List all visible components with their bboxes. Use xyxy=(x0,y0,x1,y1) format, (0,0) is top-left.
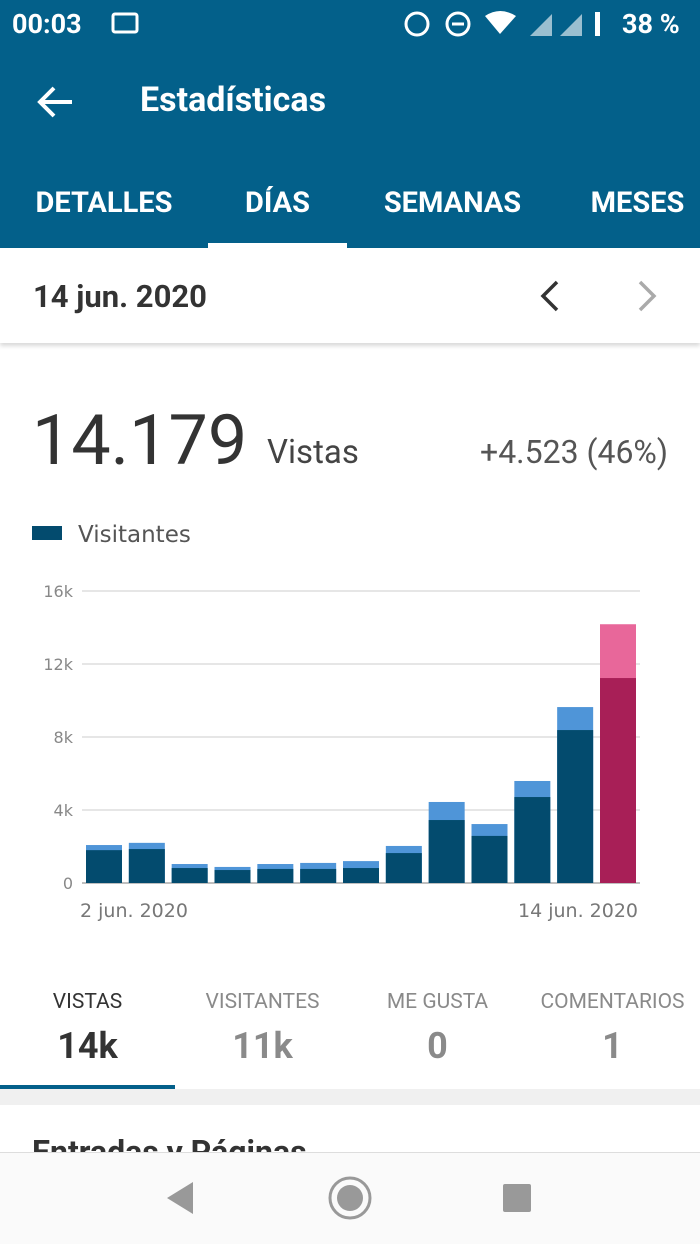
nav-back[interactable] xyxy=(167,1182,193,1214)
bar xyxy=(128,849,165,883)
tab[interactable]: DÍAS xyxy=(245,186,310,220)
change: +4.523 (46%) xyxy=(480,433,668,471)
x-tick-label: 14 jun. 2020 xyxy=(518,900,638,922)
y-tick-label: 8k xyxy=(54,728,74,747)
divider xyxy=(0,1089,700,1105)
stats-tab-label[interactable]: VISITANTES xyxy=(205,990,320,1014)
app-bar: Estadísticas xyxy=(0,48,700,248)
clock: 00:03 xyxy=(12,8,82,40)
back-button[interactable] xyxy=(36,84,76,120)
bar xyxy=(471,835,508,883)
stats-tab-indicator xyxy=(0,1085,175,1089)
x-tick-label: 2 jun. 2020 xyxy=(80,900,188,922)
bar xyxy=(214,870,251,883)
bar xyxy=(428,820,465,883)
nav-home-dot xyxy=(337,1185,363,1211)
nav-bar xyxy=(0,1152,700,1244)
stats-tab-value[interactable]: 14k xyxy=(57,1025,118,1067)
date: 14 jun. 2020 xyxy=(33,278,207,315)
bar xyxy=(385,853,422,883)
nav-recent[interactable] xyxy=(503,1184,531,1212)
bar xyxy=(300,868,337,883)
cast-icon xyxy=(111,12,139,34)
stats-tab-label[interactable]: VISTAS xyxy=(52,990,123,1014)
bar xyxy=(600,678,636,883)
bar xyxy=(86,850,122,883)
stats-tab-label[interactable]: ME GUSTA xyxy=(386,990,489,1014)
legend-swatch xyxy=(32,526,62,540)
total-unit: Vistas xyxy=(267,433,359,472)
stats-tab-value[interactable]: 0 xyxy=(427,1025,448,1067)
nav-home[interactable] xyxy=(328,1176,372,1220)
date-row: 14 jun. 2020 xyxy=(0,248,700,343)
y-tick-label: 16k xyxy=(43,582,73,601)
tab[interactable]: DETALLES xyxy=(35,186,173,220)
status-bar: 00:03 38 % xyxy=(0,0,700,48)
stats-tab-value[interactable]: 1 xyxy=(602,1025,623,1067)
status-icons xyxy=(404,11,600,37)
bar xyxy=(171,868,208,883)
stats-tab-value[interactable]: 11k xyxy=(232,1025,293,1067)
bar xyxy=(514,797,551,883)
y-tick-label: 4k xyxy=(54,801,74,820)
tab[interactable]: SEMANAS xyxy=(383,186,522,220)
section: Entradas y Páginas xyxy=(0,1105,700,1152)
y-tick-label: 12k xyxy=(43,655,73,674)
bar xyxy=(557,730,594,883)
legend-label: Visitantes xyxy=(78,522,191,548)
tab-indicator xyxy=(208,243,347,248)
nav-icons xyxy=(167,1176,531,1220)
bar xyxy=(343,868,379,883)
date-nav[interactable] xyxy=(535,278,665,314)
app-title: Estadísticas xyxy=(140,80,327,120)
y-tick-label: 0 xyxy=(63,874,73,893)
tab[interactable]: MESES xyxy=(590,186,685,220)
bar xyxy=(257,868,294,883)
stats-tab-label[interactable]: COMENTARIOS xyxy=(540,990,685,1014)
battery-level: 38 % xyxy=(622,8,680,40)
total-views: 14.179 xyxy=(32,400,248,482)
chart: 0 4k 8k 12k 16k Visitantes 2 jun. 2020 14 jun. … xyxy=(32,522,640,922)
section-title: Entradas y Páginas xyxy=(32,1133,307,1152)
